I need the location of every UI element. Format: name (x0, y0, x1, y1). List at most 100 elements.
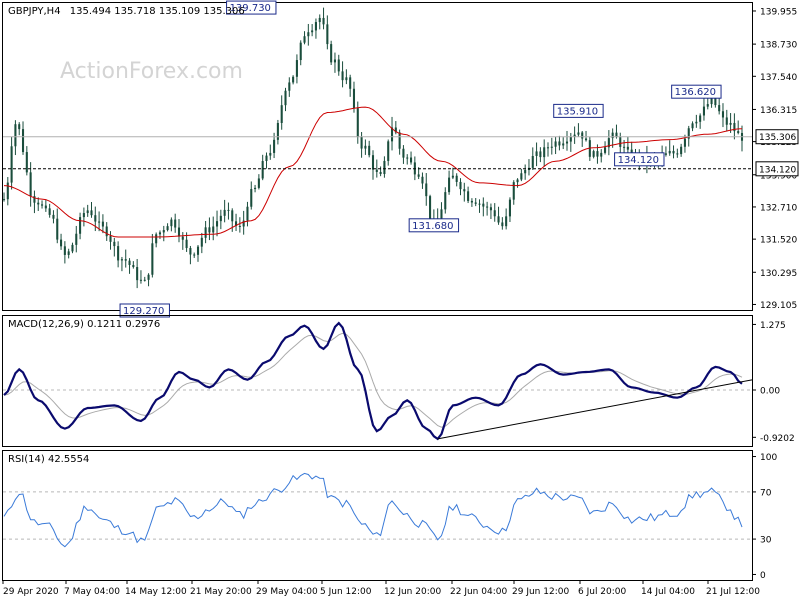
candle-body (128, 260, 131, 265)
candle-body (710, 97, 713, 105)
candle-body (94, 215, 97, 222)
candle-body (626, 146, 629, 150)
candle-body (18, 124, 21, 130)
candle-body (619, 137, 622, 147)
candle-body (330, 44, 333, 63)
candle-body (284, 90, 287, 106)
candle-body (261, 161, 264, 179)
candle-body (139, 279, 142, 281)
macd-title: MACD(12,26,9) 0.1211 0.2976 (8, 319, 160, 330)
candle-body (147, 274, 150, 280)
candle-body (98, 221, 101, 223)
price-tick-label: 139.955 (760, 7, 797, 17)
candle-body (174, 219, 177, 228)
level-annotation-box (119, 303, 170, 318)
level-annotation-label: 129.270 (123, 306, 164, 317)
time-tick-label: 29 Apr 2020 (3, 587, 59, 597)
level-annotation-box (614, 152, 665, 167)
macd-tick-label: 0.00 (760, 387, 780, 397)
candle-body (120, 259, 123, 261)
level-annotation-box (226, 0, 277, 15)
rsi-tick-label: 70 (760, 488, 772, 498)
candle-body (425, 183, 428, 197)
price-tick-label: 137.540 (760, 73, 797, 83)
rsi-y-axis: 100 70 30 0 (3, 453, 777, 581)
candle-body (577, 132, 580, 135)
candle-body (25, 152, 28, 173)
candle-body (459, 181, 462, 190)
candle-body (314, 22, 317, 31)
time-tick-label: 21 May 20:00 (190, 587, 252, 597)
candle-body (607, 138, 610, 148)
candle-body (440, 209, 443, 219)
price-title: GBPJPY,H4 (8, 6, 61, 17)
candle-body (71, 244, 74, 252)
watermark: ActionForex.com (60, 59, 243, 84)
candle-body (117, 246, 120, 261)
candle-body (105, 226, 108, 237)
candle-body (543, 147, 546, 158)
time-tick-label: 7 May 04:00 (64, 587, 120, 597)
candle-body (155, 234, 158, 244)
candle-body (558, 141, 561, 146)
candle-body (212, 226, 215, 233)
candle-body (246, 206, 249, 221)
candle-body (33, 196, 36, 203)
candle-body (508, 199, 511, 217)
candle-body (170, 219, 173, 227)
candle-body (158, 232, 162, 235)
candle-body (56, 218, 59, 240)
time-tick-label: 22 Jun 04:00 (450, 587, 507, 597)
candle-body (569, 136, 572, 142)
candle-body (714, 97, 717, 106)
candle-body (14, 124, 17, 147)
candle-body (554, 141, 557, 147)
moving-average-line (3, 106, 743, 238)
candle-body (124, 259, 127, 261)
macd-trendline (437, 379, 753, 440)
candle-body (683, 138, 686, 147)
candle-body (250, 189, 253, 207)
candle-body (269, 152, 272, 156)
price-tick-label: 129.105 (760, 301, 797, 311)
rsi-title: RSI(14) 42.5554 (8, 454, 89, 465)
candle-body (448, 177, 451, 193)
candle-body (531, 155, 534, 168)
candle-body (565, 141, 569, 144)
level-annotation-label: 134.120 (618, 155, 659, 166)
level-annotation-box (408, 218, 460, 233)
candle-body (664, 153, 667, 155)
candle-body (318, 17, 321, 23)
candle-body (592, 151, 595, 157)
candle-body (238, 225, 241, 227)
candle-body (204, 227, 207, 238)
macd-signal-line (3, 332, 743, 428)
candle-body (280, 105, 283, 123)
time-tick-label: 14 May 12:00 (125, 587, 187, 597)
candle-body (349, 77, 352, 89)
candle-body (410, 157, 413, 163)
candle-body (227, 209, 230, 211)
candle-body (611, 132, 614, 139)
candle-body (390, 127, 394, 142)
candle-body (352, 88, 356, 109)
candle-body (189, 248, 192, 255)
candle-body (132, 264, 135, 268)
level-annotation-label: 131.680 (412, 221, 453, 232)
candle-body (109, 236, 112, 242)
candle-body (162, 230, 165, 233)
ohlc-values: 135.494 135.718 135.109 135.306 (70, 6, 245, 17)
candle-body (535, 151, 538, 156)
candle-body (2, 199, 6, 201)
price-candles (2, 7, 744, 289)
rsi-pane-frame (2, 450, 753, 581)
candle-body (615, 132, 618, 138)
macd-tick-label: 1.275 (760, 321, 786, 331)
candle-body (231, 210, 234, 222)
support-level-badge-label: 134.120 (759, 165, 796, 175)
candle-body (676, 153, 679, 155)
candle-body (429, 196, 432, 220)
candle-body (451, 175, 454, 178)
